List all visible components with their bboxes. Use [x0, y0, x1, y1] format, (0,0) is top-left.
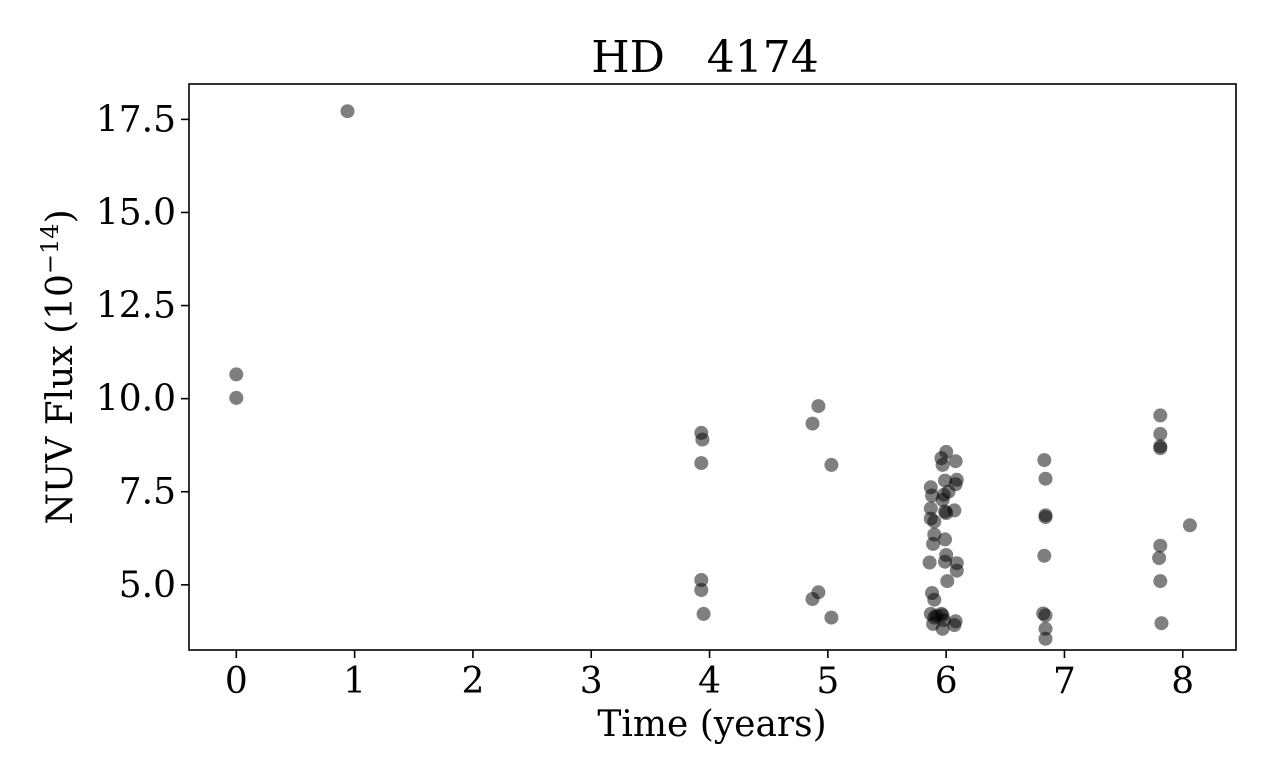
x-tick-label: 5: [816, 661, 839, 702]
data-point: [229, 367, 244, 382]
data-point: [695, 432, 710, 447]
data-point: [947, 503, 962, 518]
y-axis-label-exponent: −14: [36, 223, 64, 274]
data-point: [922, 555, 937, 570]
data-points: [229, 104, 1197, 646]
data-point: [948, 454, 963, 469]
data-point: [1038, 471, 1053, 486]
data-point: [927, 592, 942, 607]
x-tick-label: 7: [1053, 661, 1076, 702]
data-point: [1038, 621, 1053, 636]
x-tick-label: 8: [1171, 661, 1194, 702]
data-point: [1037, 548, 1052, 563]
data-point: [824, 610, 839, 625]
data-point: [811, 399, 826, 414]
data-point: [694, 573, 709, 587]
x-tick-label: 6: [935, 661, 958, 702]
data-point: [1153, 427, 1168, 441]
x-tick-label: 3: [580, 661, 603, 702]
data-point: [923, 501, 938, 516]
data-point: [949, 563, 964, 578]
data-point: [1038, 510, 1053, 525]
data-point: [1038, 608, 1053, 623]
data-point: [229, 390, 244, 405]
y-tick-label: 7.5: [119, 472, 176, 513]
y-axis-label-suffix: ): [40, 209, 81, 223]
data-point: [805, 416, 820, 431]
data-point: [938, 554, 952, 569]
x-tick-label: 2: [461, 661, 484, 702]
data-point: [935, 621, 950, 636]
data-point: [948, 477, 963, 492]
data-point: [1153, 441, 1168, 456]
data-point: [694, 583, 709, 597]
x-tick-label: 1: [343, 661, 366, 702]
data-point: [340, 104, 355, 119]
data-point: [940, 574, 955, 589]
y-tick-label: 10.0: [96, 379, 176, 420]
y-tick-label: 12.5: [96, 286, 176, 327]
data-point: [824, 457, 839, 472]
data-point: [694, 456, 709, 471]
y-tick-label: 17.5: [96, 99, 176, 140]
y-axis-ticks: 5.0 7.5 10.0 12.5 15.0 17.5: [96, 99, 189, 606]
data-point: [696, 606, 711, 621]
data-point: [939, 444, 954, 459]
x-axis-label: Time (years): [597, 704, 826, 745]
data-point: [926, 536, 941, 551]
data-point: [1153, 408, 1168, 423]
y-tick-label: 5.0: [119, 565, 176, 606]
plot-frame: [188, 83, 1237, 651]
x-axis-ticks: 0 1 2 3 4 5 6 7 8: [225, 650, 1194, 702]
data-point: [938, 473, 952, 488]
x-tick-label: 4: [698, 661, 721, 702]
data-point: [947, 618, 962, 633]
data-point: [1152, 551, 1167, 565]
data-point: [1038, 631, 1053, 646]
chart-title: HD 4174: [591, 32, 819, 83]
x-tick-label: 0: [225, 661, 248, 702]
data-point: [938, 532, 952, 547]
data-point: [805, 592, 820, 606]
y-tick-label: 15.0: [96, 192, 176, 233]
data-point: [1154, 616, 1169, 631]
y-axis-label-text: NUV Flux (10: [40, 274, 81, 525]
data-point: [935, 457, 950, 472]
data-point: [1037, 453, 1052, 468]
data-point: [1182, 518, 1197, 533]
y-axis-label: NUV Flux (10−14): [36, 209, 81, 524]
data-point: [927, 514, 942, 529]
data-point: [925, 488, 939, 503]
data-point: [1153, 538, 1168, 553]
data-point: [1153, 574, 1168, 589]
